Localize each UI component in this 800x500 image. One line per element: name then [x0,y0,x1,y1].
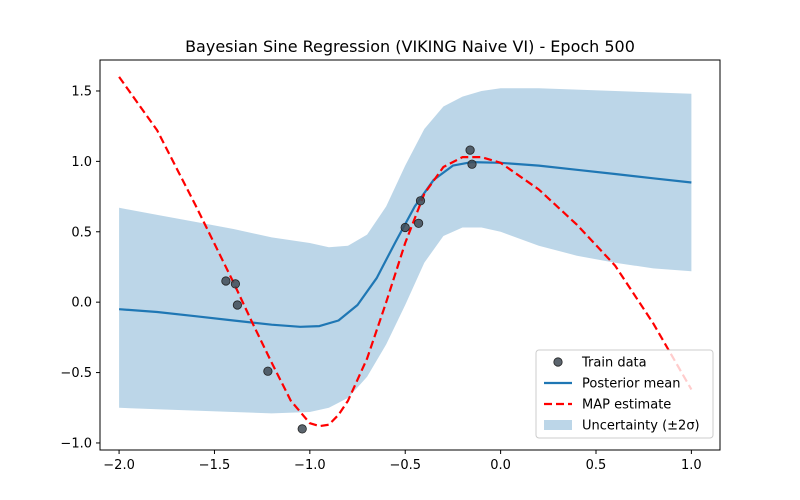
train-data-point [263,366,273,376]
legend: Train data Posterior mean MAP estimate Unce… [535,349,714,439]
line-layer [118,76,693,428]
y-tick-label: 1.5 [71,84,92,99]
y-tick-label: −1.0 [60,436,92,451]
legend-box [535,349,714,439]
posterior-mean-line [119,161,692,328]
legend-marker-uncertainty [544,420,572,430]
legend-label: Posterior mean [582,377,680,392]
x-tick-label: −2.0 [103,458,135,473]
train-data-point [415,196,426,206]
train-data-point [465,145,475,155]
y-tick-label: 0.5 [71,225,92,240]
x-tick-label: −0.5 [389,458,421,473]
train-data-point [221,276,231,286]
y-tick-label: 0.0 [71,296,92,311]
x-tick-label: −1.5 [199,458,231,473]
train-data-point [230,279,240,289]
legend-marker-train-data [553,357,563,367]
y-tick-label: 1.0 [71,155,92,170]
legend-label: Uncertainty (±2σ) [582,419,700,434]
uncertainty-band-layer [119,88,692,414]
map-estimate-line [118,76,693,428]
scatter-layer [221,145,477,434]
x-tick-label: 1.0 [681,458,702,473]
uncertainty-band [119,88,692,414]
y-axis: −1.0 −0.5 0.0 0.5 1.0 1.5 [60,84,100,451]
axes-frame [99,59,721,451]
legend-label: MAP estimate [582,398,671,413]
train-data-point [400,222,410,233]
train-data-point [232,300,242,310]
train-data-point [297,424,307,434]
x-axis: −2.0 −1.5 −1.0 −0.5 0.0 0.5 1.0 [103,450,702,473]
legend-label: Train data [581,356,647,371]
train-data-point [413,218,424,228]
x-tick-label: 0.5 [586,458,607,473]
y-tick-label: −0.5 [60,366,92,381]
x-tick-label: −1.0 [294,458,326,473]
chart-title: Bayesian Sine Regression (VIKING Naive V… [185,37,635,56]
x-tick-label: 0.0 [490,458,511,473]
train-data-point [467,159,477,169]
